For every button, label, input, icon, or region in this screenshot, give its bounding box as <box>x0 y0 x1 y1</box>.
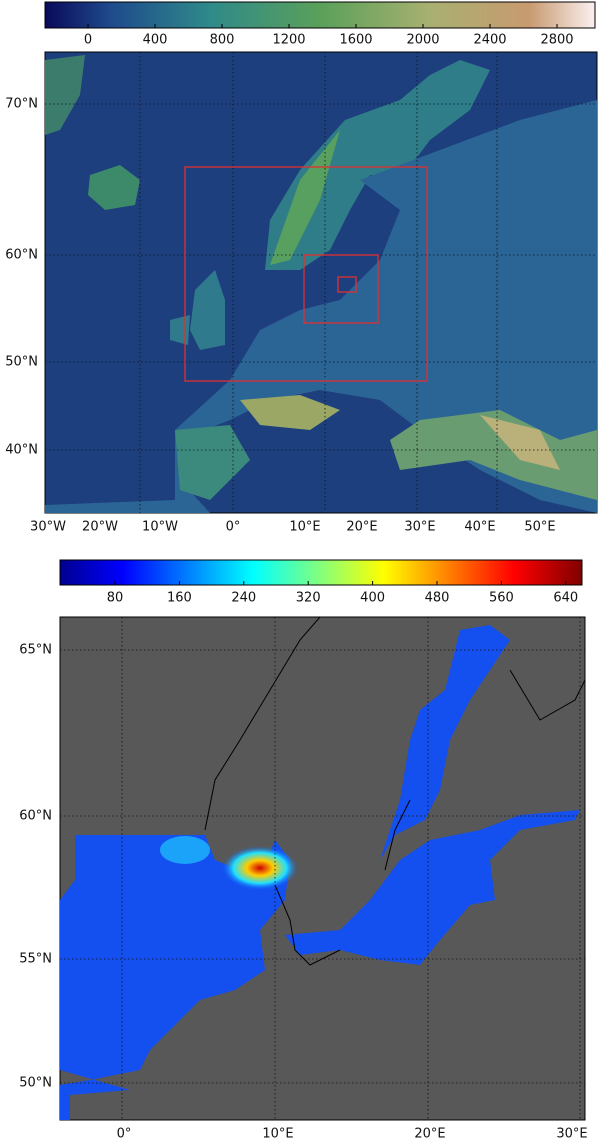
lon-label: 30°W <box>30 520 66 535</box>
lon-label: 50°E <box>524 520 555 535</box>
land <box>45 55 597 513</box>
hotspot <box>222 846 298 890</box>
lon-label: 30°E <box>404 520 435 535</box>
colorbar-tick-label: 1200 <box>272 33 305 48</box>
colorbar-tick-label: 80 <box>107 591 124 606</box>
colorbar-tick-label: 400 <box>360 591 385 606</box>
colorbar-tick-label: 320 <box>296 591 321 606</box>
panel-2 <box>59 559 586 1121</box>
colorbar-tick-label: 800 <box>210 33 235 48</box>
sea <box>60 625 580 1120</box>
lon-label: 10°W <box>142 520 178 535</box>
lon-label: 30°E <box>556 1127 587 1140</box>
lat-label: 60°N <box>5 248 38 263</box>
lon-label: 20°E <box>414 1127 445 1140</box>
lon-label: 0° <box>117 1127 132 1140</box>
colorbar-tick-label: 240 <box>231 591 256 606</box>
colorbar-tick-label: 2000 <box>406 33 439 48</box>
lat-label: 70°N <box>5 97 38 112</box>
colorbar-tick-label: 640 <box>553 591 578 606</box>
lat-label: 60°N <box>19 809 52 824</box>
lon-label: 20°W <box>82 520 118 535</box>
colorbar-tick-label: 2800 <box>540 33 573 48</box>
lon-label: 10°E <box>289 520 320 535</box>
colorbar-tick-label: 480 <box>425 591 450 606</box>
lon-label: 20°E <box>346 520 377 535</box>
nest-domains <box>184 166 428 382</box>
colorbar <box>59 559 583 586</box>
colorbar-tick-label: 160 <box>167 591 192 606</box>
lon-label: 10°E <box>262 1127 293 1140</box>
colorbar-tick-label: 1600 <box>339 33 372 48</box>
colorbar-tick-label: 2400 <box>473 33 506 48</box>
coastline <box>204 616 586 966</box>
lat-label: 40°N <box>5 443 38 458</box>
panel-1 <box>44 1 598 514</box>
colorbar-tick-label: 400 <box>143 33 168 48</box>
hotspot <box>160 836 210 864</box>
lat-label: 55°N <box>19 952 52 967</box>
lat-label: 50°N <box>5 355 38 370</box>
lat-label: 65°N <box>19 643 52 658</box>
colorbar-tick-label: 0 <box>84 33 92 48</box>
colorbar-tick-label: 560 <box>489 591 514 606</box>
lon-label: 40°E <box>464 520 495 535</box>
lat-label: 50°N <box>19 1076 52 1091</box>
colorbar <box>44 1 596 29</box>
lon-label: 0° <box>226 520 241 535</box>
